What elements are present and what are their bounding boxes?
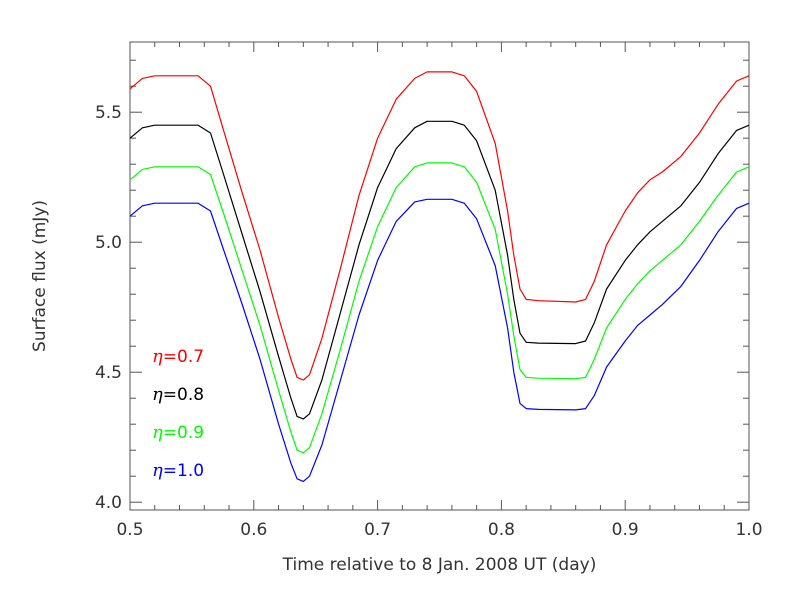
legend-eta-symbol: η [152, 384, 163, 405]
legend-eta-symbol: η [152, 460, 163, 481]
x-tick-label: 0.6 [240, 520, 267, 540]
series-line-4 [129, 198, 750, 482]
legend-eta-symbol: η [152, 422, 163, 443]
legend-value: =0.8 [163, 385, 204, 405]
y-tick-label: 5.5 [95, 103, 122, 123]
legend-value: =0.9 [163, 423, 204, 443]
series-line-1 [129, 71, 750, 381]
x-tick-label: 0.8 [488, 520, 515, 540]
legend-value: =0.7 [163, 347, 204, 367]
series-line-2 [129, 120, 750, 420]
x-axis-title: Time relative to 8 Jan. 2008 UT (day) [282, 555, 597, 575]
x-tick-label: 0.7 [364, 520, 391, 540]
legend-entry-1: η=0.7 [152, 346, 204, 367]
series-line-3 [129, 162, 750, 454]
plot-frame [129, 41, 750, 511]
x-tick-label: 1.0 [735, 520, 762, 540]
legend-entry-2: η=0.8 [152, 384, 204, 405]
axis-tick-labels: 0.5 0.6 0.7 0.8 0.9 1.0 4.0 4.5 5.0 5.5 [95, 103, 763, 540]
legend-value: =1.0 [163, 461, 204, 481]
legend-entry-4: η=1.0 [152, 460, 204, 481]
x-tick-label: 0.9 [612, 520, 639, 540]
series-lines [129, 71, 750, 482]
y-tick-label: 4.0 [95, 493, 122, 513]
y-tick-label: 4.5 [95, 363, 122, 383]
legend: η=0.7η=0.8η=0.9η=1.0 [152, 346, 204, 481]
axis-ticks [129, 42, 750, 510]
legend-eta-symbol: η [152, 346, 163, 367]
y-tick-label: 5.0 [95, 233, 122, 253]
legend-entry-3: η=0.9 [152, 422, 204, 443]
x-tick-label: 0.5 [116, 520, 143, 540]
y-axis-title: Surface flux (mJy) [30, 200, 50, 352]
